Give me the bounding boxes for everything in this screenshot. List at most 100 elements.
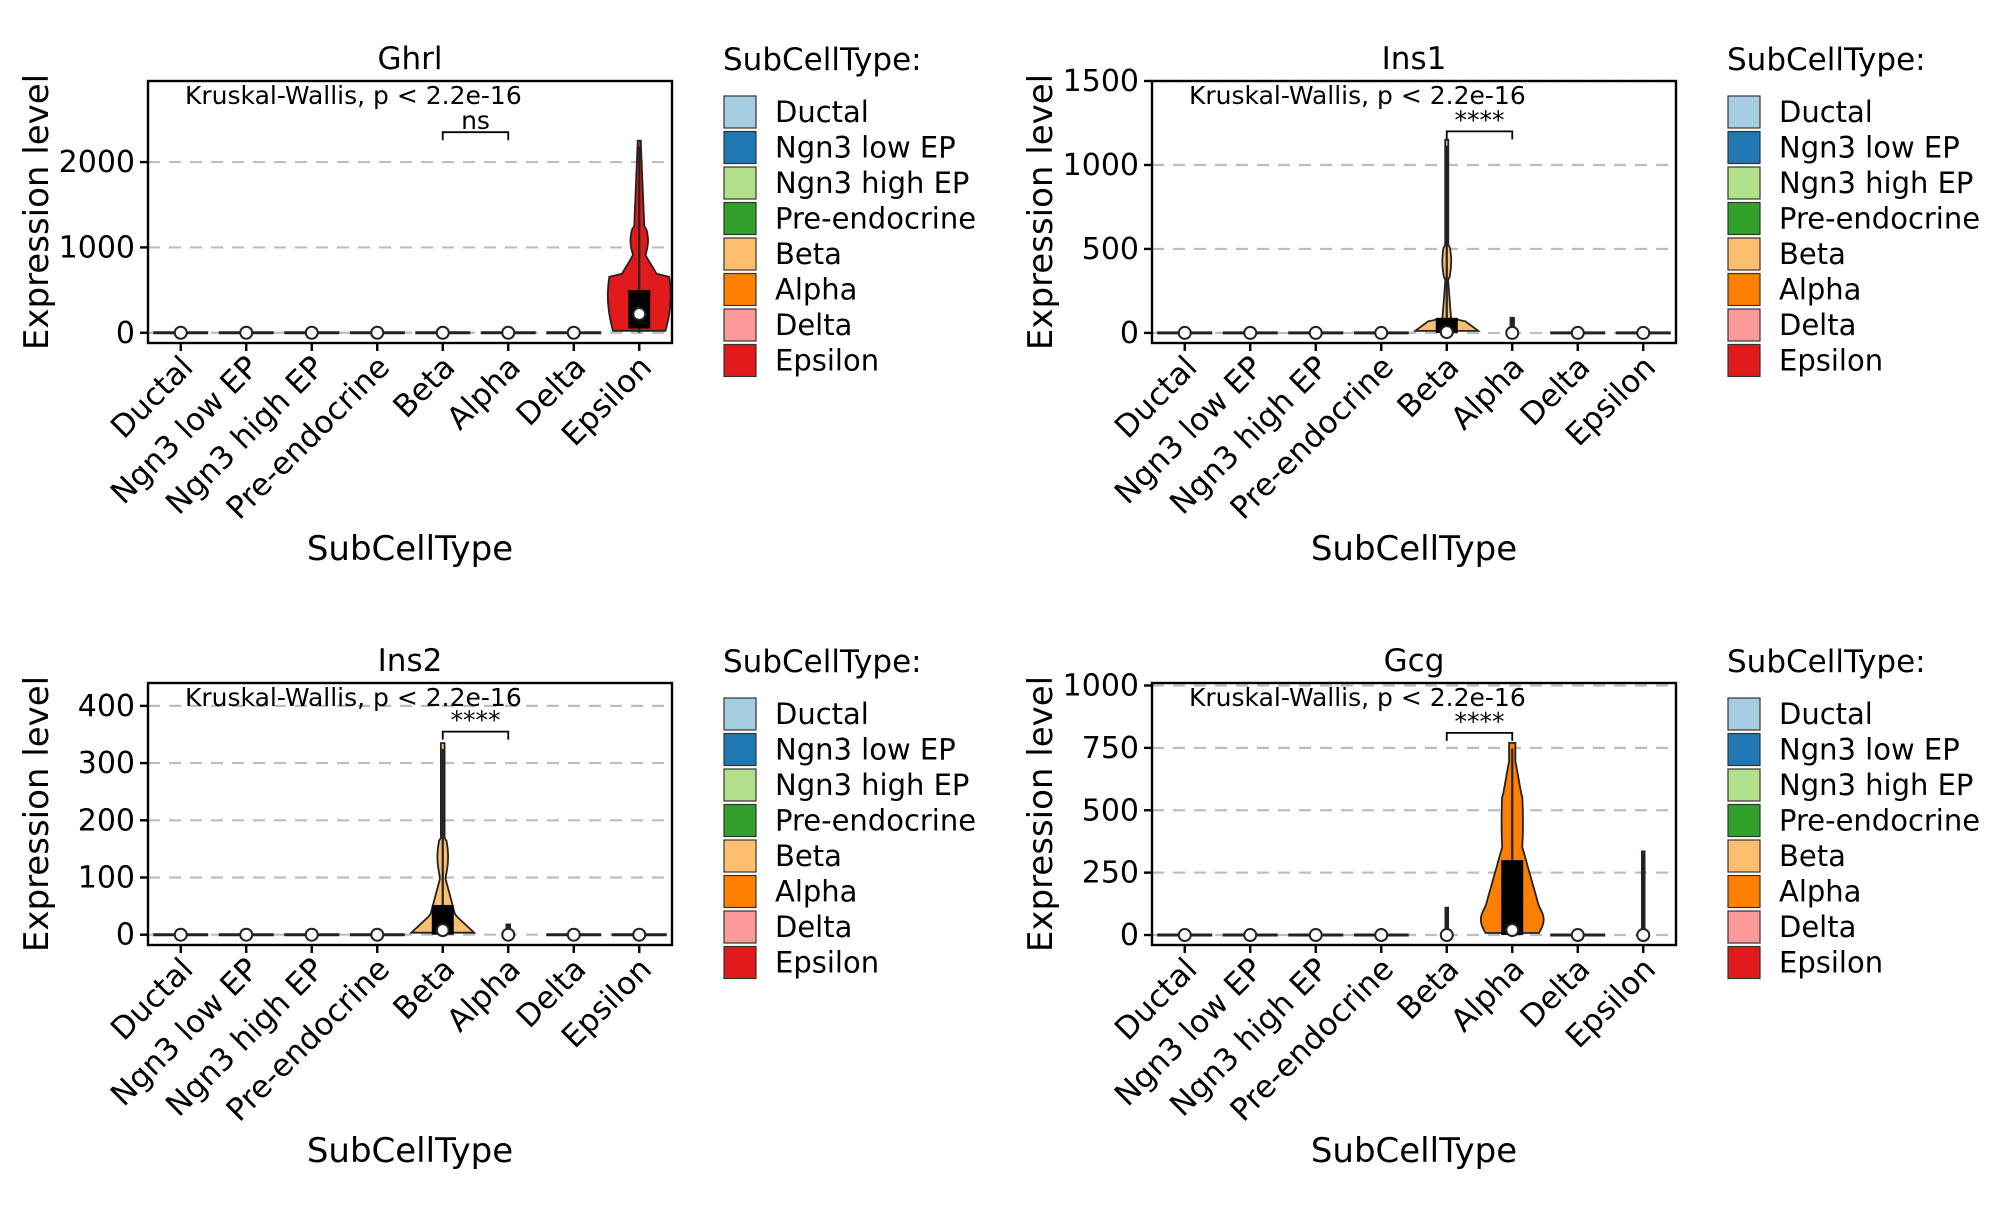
legend-swatch bbox=[723, 803, 757, 838]
legend-swatch bbox=[723, 910, 757, 944]
legend-label: Ngn3 high EP bbox=[775, 768, 969, 802]
legend-swatch bbox=[1727, 839, 1761, 873]
legend-label: Beta bbox=[775, 237, 842, 271]
legend-swatch bbox=[1727, 697, 1761, 731]
legend-label: Ngn3 high EP bbox=[775, 166, 969, 200]
legend-label: Ductal bbox=[775, 697, 869, 731]
x-axis-title: SubCellType bbox=[307, 1131, 513, 1171]
median-point bbox=[566, 927, 581, 942]
y-tick-label: 1000 bbox=[1063, 148, 1139, 183]
legend-label: Ductal bbox=[775, 95, 869, 129]
legend-swatch bbox=[1727, 237, 1761, 271]
legend-swatch bbox=[723, 166, 757, 200]
legend-swatch bbox=[723, 839, 757, 873]
legend-swatch bbox=[723, 732, 757, 767]
median-point bbox=[1439, 928, 1454, 943]
legend-label: Epsilon bbox=[1779, 946, 1883, 980]
median-point bbox=[435, 923, 450, 938]
test-annotation: Kruskal-Wallis, p < 2.2e-16 bbox=[185, 81, 522, 110]
legend-swatch bbox=[1727, 95, 1761, 129]
legend-label: Alpha bbox=[1779, 875, 1861, 909]
median-point bbox=[1177, 928, 1192, 943]
legend-label: Epsilon bbox=[1779, 344, 1883, 378]
legend-swatch bbox=[1727, 803, 1761, 838]
legend-swatch bbox=[723, 130, 757, 165]
median-point bbox=[173, 927, 188, 942]
x-tick-label: Alpha bbox=[1444, 951, 1532, 1039]
legend-swatch bbox=[1727, 308, 1761, 342]
comparison-label: ns bbox=[461, 106, 490, 135]
median-point bbox=[239, 325, 254, 340]
legend-label: Ductal bbox=[1779, 95, 1873, 129]
legend-swatch bbox=[1727, 874, 1761, 909]
median-point bbox=[435, 325, 450, 340]
x-tick-label: Alpha bbox=[440, 951, 528, 1039]
test-annotation: Kruskal-Wallis, p < 2.2e-16 bbox=[185, 683, 522, 712]
median-point bbox=[501, 927, 516, 942]
x-axis-title: SubCellType bbox=[1311, 529, 1517, 569]
median-point bbox=[501, 325, 516, 340]
median-point bbox=[1308, 325, 1323, 340]
legend-swatch bbox=[723, 768, 757, 802]
median-point bbox=[1570, 928, 1585, 943]
y-tick-label: 200 bbox=[78, 803, 135, 838]
median-point bbox=[566, 325, 581, 340]
median-point bbox=[1374, 325, 1389, 340]
legend-swatch bbox=[1727, 272, 1761, 307]
panel-title: Ins2 bbox=[378, 643, 443, 679]
legend-label: Delta bbox=[775, 308, 852, 342]
legend-title: SubCellType: bbox=[1727, 42, 1926, 78]
legend-title: SubCellType: bbox=[1727, 644, 1926, 680]
x-tick-label: Alpha bbox=[440, 349, 528, 437]
y-tick-label: 2000 bbox=[59, 145, 135, 180]
y-tick-label: 1000 bbox=[1063, 668, 1139, 703]
legend-swatch bbox=[723, 874, 757, 909]
legend-swatch bbox=[1727, 732, 1761, 767]
y-tick-label: 0 bbox=[116, 918, 135, 953]
panel-title: Ghrl bbox=[377, 41, 442, 77]
legend-label: Alpha bbox=[775, 875, 857, 909]
median-point bbox=[1439, 325, 1454, 340]
median-point bbox=[632, 306, 647, 321]
median-point bbox=[1505, 325, 1520, 340]
legend-label: Epsilon bbox=[775, 344, 879, 378]
test-annotation: Kruskal-Wallis, p < 2.2e-16 bbox=[1189, 683, 1526, 712]
y-tick-label: 500 bbox=[1082, 793, 1139, 828]
y-axis-title: Expression level bbox=[17, 676, 57, 952]
median-point bbox=[1636, 325, 1651, 340]
legend-swatch bbox=[723, 201, 757, 236]
panel-title: Gcg bbox=[1384, 643, 1445, 679]
y-axis-title: Expression level bbox=[1021, 676, 1061, 952]
median-point bbox=[1505, 923, 1520, 938]
legend-label: Pre-endocrine bbox=[775, 804, 976, 838]
panel-title: Ins1 bbox=[1382, 41, 1447, 77]
x-axis-title: SubCellType bbox=[1311, 1131, 1517, 1171]
comparison-bracket bbox=[441, 131, 510, 141]
legend-title: SubCellType: bbox=[723, 644, 922, 680]
legend-label: Ngn3 low EP bbox=[1779, 131, 1960, 165]
x-axis-title: SubCellType bbox=[307, 529, 513, 569]
y-tick-label: 0 bbox=[1120, 918, 1139, 953]
y-tick-label: 300 bbox=[78, 746, 135, 781]
legend-title: SubCellType: bbox=[723, 42, 922, 78]
comparison-bracket bbox=[1445, 130, 1514, 140]
y-tick-label: 0 bbox=[116, 316, 135, 351]
legend-swatch bbox=[723, 697, 757, 731]
comparison-bracket bbox=[1445, 732, 1514, 741]
test-annotation: Kruskal-Wallis, p < 2.2e-16 bbox=[1189, 81, 1526, 110]
legend-label: Delta bbox=[775, 910, 852, 944]
median-point bbox=[304, 325, 319, 340]
comparison-label: **** bbox=[1455, 707, 1505, 736]
median-point bbox=[1570, 325, 1585, 340]
median-point bbox=[1177, 325, 1192, 340]
legend-label: Delta bbox=[1779, 308, 1856, 342]
legend-label: Beta bbox=[1779, 237, 1846, 271]
median-point bbox=[1243, 325, 1258, 340]
